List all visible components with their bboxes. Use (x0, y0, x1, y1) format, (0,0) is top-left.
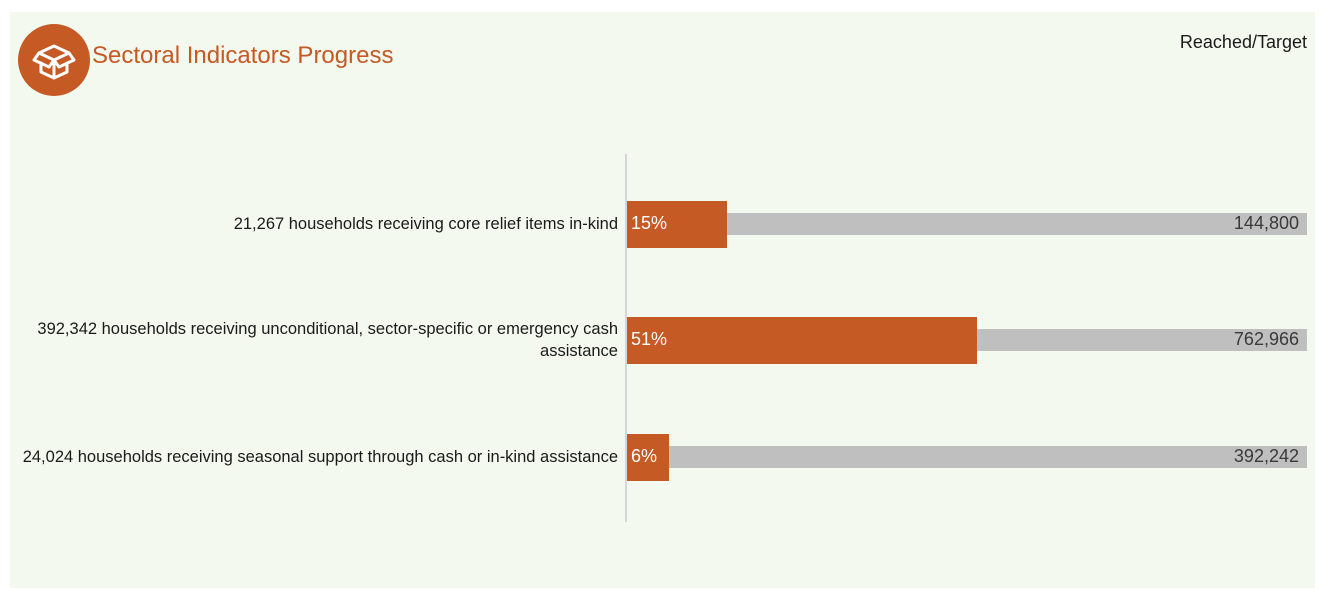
percent-label: 6% (631, 446, 658, 466)
chart-axis-line (625, 154, 627, 522)
legend-label: Reached/Target (1179, 32, 1307, 52)
target-value-label: 762,966 (1233, 329, 1299, 349)
target-value-label: 392,242 (1233, 446, 1299, 466)
target-bar (627, 213, 1307, 235)
reached-bar (627, 200, 727, 248)
target-bar (627, 446, 1307, 468)
indicator-label: 24,024 households receiving seasonal sup… (22, 448, 618, 466)
open-box-icon (18, 24, 90, 96)
progress-chart: 21,267 households receiving core relief … (10, 12, 1315, 588)
target-value-label: 144,800 (1233, 213, 1299, 233)
indicator-label: 21,267 households receiving core relief … (233, 215, 618, 233)
percent-label: 15% (631, 213, 668, 233)
indicators-panel: Sectoral Indicators Progress Reached/Tar… (10, 12, 1315, 588)
percent-label: 51% (631, 329, 668, 349)
indicator-label: 392,342 households receiving uncondition… (37, 320, 618, 360)
reached-bar (627, 316, 977, 364)
page-title: Sectoral Indicators Progress (92, 42, 394, 69)
reached-bar (627, 433, 669, 481)
